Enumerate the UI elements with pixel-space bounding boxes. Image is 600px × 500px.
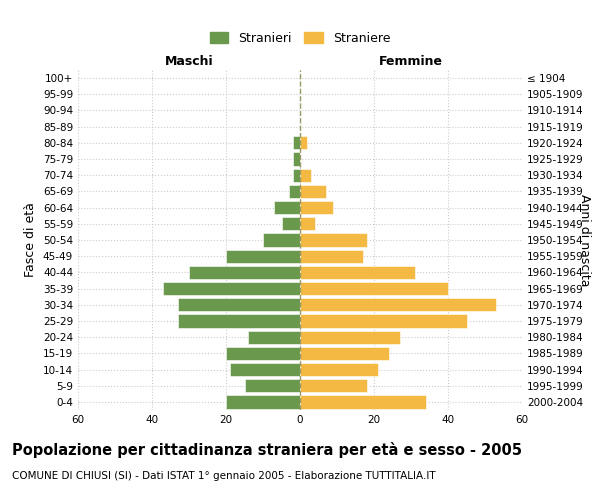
Bar — [300, 298, 496, 312]
Bar — [300, 314, 467, 328]
Text: Maschi: Maschi — [164, 54, 214, 68]
Bar — [189, 266, 300, 279]
Bar — [178, 314, 300, 328]
Bar — [300, 346, 389, 360]
Text: Femmine: Femmine — [379, 54, 443, 68]
Bar — [300, 185, 326, 198]
Bar — [293, 152, 300, 166]
Y-axis label: Fasce di età: Fasce di età — [25, 202, 37, 278]
Bar — [281, 217, 300, 230]
Text: Popolazione per cittadinanza straniera per età e sesso - 2005: Popolazione per cittadinanza straniera p… — [12, 442, 522, 458]
Legend: Stranieri, Straniere: Stranieri, Straniere — [203, 25, 397, 51]
Bar — [178, 298, 300, 312]
Bar — [226, 396, 300, 408]
Bar — [300, 168, 311, 182]
Bar — [300, 217, 315, 230]
Bar — [300, 330, 400, 344]
Bar — [300, 250, 363, 263]
Bar — [230, 363, 300, 376]
Bar — [300, 201, 334, 214]
Y-axis label: Anni di nascita: Anni di nascita — [578, 194, 590, 286]
Bar — [163, 282, 300, 295]
Bar — [300, 363, 378, 376]
Bar — [226, 346, 300, 360]
Bar — [289, 185, 300, 198]
Bar — [293, 168, 300, 182]
Bar — [245, 379, 300, 392]
Bar — [226, 250, 300, 263]
Bar — [300, 396, 426, 408]
Bar — [300, 234, 367, 246]
Bar — [300, 266, 415, 279]
Bar — [248, 330, 300, 344]
Text: COMUNE DI CHIUSI (SI) - Dati ISTAT 1° gennaio 2005 - Elaborazione TUTTITALIA.IT: COMUNE DI CHIUSI (SI) - Dati ISTAT 1° ge… — [12, 471, 436, 481]
Bar — [263, 234, 300, 246]
Bar — [293, 136, 300, 149]
Bar — [300, 282, 448, 295]
Bar — [300, 136, 307, 149]
Bar — [274, 201, 300, 214]
Bar — [300, 379, 367, 392]
